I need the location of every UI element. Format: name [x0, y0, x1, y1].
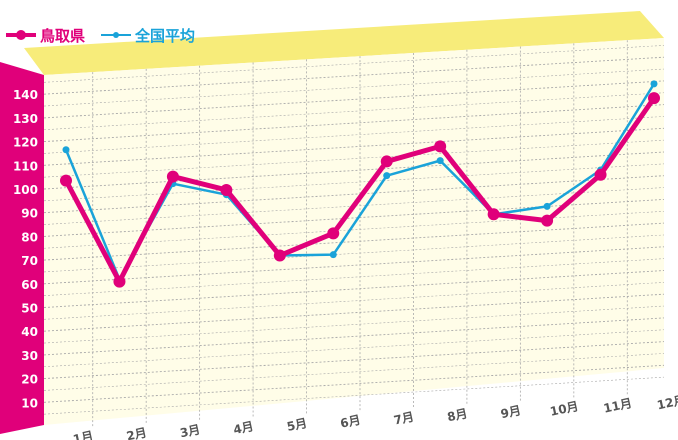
grid-line-h: [43, 364, 665, 403]
x-tick-label: 10月: [549, 399, 580, 419]
grid-line-h: [43, 305, 665, 344]
legend: 鳥取県 全国平均: [6, 24, 195, 46]
y-tick-label: 100: [13, 183, 38, 197]
grid-line-h: [43, 329, 665, 368]
x-tick-label: 11月: [602, 396, 633, 416]
grid-line-h: [43, 198, 665, 237]
data-point-tottori: [220, 183, 233, 196]
y-tick-label: 20: [21, 373, 38, 387]
data-point-tottori: [113, 275, 126, 288]
plot-background: [44, 38, 664, 425]
grid-line-h: [43, 80, 665, 119]
y-tick-label: 10: [21, 396, 38, 410]
grid-line-h: [43, 116, 665, 154]
legend-label-national: 全国平均: [135, 26, 196, 45]
y-tick-label: 70: [21, 254, 38, 268]
legend-label-tottori: 鳥取県: [40, 26, 86, 45]
data-point-tottori: [60, 174, 72, 187]
grid-line-h: [43, 293, 665, 332]
grid-lines: [43, 40, 665, 428]
x-tick-label: 3月: [179, 422, 202, 440]
grid-line-h: [43, 127, 665, 166]
grid-line-h: [43, 234, 665, 273]
data-point-tottori: [166, 170, 179, 183]
y-tick-label: 40: [21, 325, 38, 339]
grid-line-h: [43, 222, 665, 261]
grid-line-h: [43, 353, 665, 391]
data-point-national: [436, 157, 444, 165]
x-tick-label: 7月: [392, 410, 415, 428]
data-point-national: [329, 251, 337, 259]
series-group: [60, 80, 660, 288]
legend-swatch-tottori: [6, 29, 36, 41]
data-point-tottori: [327, 227, 340, 240]
data-point-tottori: [434, 140, 447, 153]
grid-line-h: [43, 163, 665, 202]
grid-line-h: [43, 175, 665, 214]
y-tick-label: 60: [21, 278, 38, 292]
y-axis-band: [0, 62, 44, 434]
grid-line-h: [43, 210, 665, 249]
legend-item-tottori: 鳥取県: [6, 25, 85, 46]
data-point-national: [543, 202, 551, 210]
y-tick-label: 90: [21, 207, 38, 221]
x-tick-label: 6月: [339, 413, 362, 431]
data-point-national: [62, 146, 70, 154]
y-tick-label: 110: [13, 159, 38, 173]
grid-line-h: [43, 68, 665, 107]
x-tick-label: 9月: [499, 403, 522, 421]
top-band: [24, 11, 664, 75]
data-point-tottori: [594, 168, 607, 181]
series-line-tottori: [63, 95, 657, 285]
grid-line-h: [43, 92, 665, 131]
data-point-tottori: [273, 249, 286, 262]
grid-line-h: [43, 341, 665, 380]
x-tick-label: 8月: [446, 406, 469, 424]
data-point-national: [650, 80, 658, 88]
y-tick-labels: 10 20 30 40 50 60 70 80 90 100 110 120 130 140: [13, 88, 38, 410]
x-tick-label: 4月: [232, 419, 255, 437]
grid-line-h: [43, 151, 665, 190]
data-point-tottori: [487, 208, 500, 221]
y-tick-label: 120: [13, 136, 38, 150]
grid-line-h: [43, 270, 665, 308]
grid-line-h: [43, 317, 665, 356]
series-line-national: [64, 82, 656, 281]
grid-line-h: [43, 258, 665, 296]
y-tick-label: 80: [21, 230, 38, 244]
legend-item-national: 全国平均: [101, 25, 195, 46]
y-tick-label: 50: [21, 302, 38, 316]
grid-line-h: [43, 104, 665, 143]
y-tick-label: 30: [21, 349, 38, 363]
grid-line-h: [43, 282, 665, 320]
legend-swatch-national: [101, 29, 132, 41]
y-tick-label: 130: [13, 112, 38, 126]
grid-line-h: [43, 56, 665, 95]
data-point-tottori: [380, 155, 393, 168]
data-point-national: [383, 172, 391, 180]
y-tick-label: 140: [13, 88, 38, 102]
grid-line-h: [43, 376, 665, 415]
x-tick-label: 12月: [656, 393, 678, 413]
x-tick-label: 1月: [72, 429, 95, 440]
grid-line-h: [43, 187, 665, 225]
x-tick-label: 5月: [286, 416, 309, 434]
grid-line-h: [43, 246, 665, 285]
grid-line-h: [43, 45, 665, 83]
data-point-tottori: [648, 92, 660, 105]
grid-line-h: [43, 139, 665, 178]
data-point-tottori: [541, 214, 554, 227]
x-tick-label: 2月: [125, 426, 148, 440]
x-tick-labels: 1月 2月 3月 4月 5月 6月 7月 8月 9月 10月 11月 12月: [72, 393, 678, 440]
